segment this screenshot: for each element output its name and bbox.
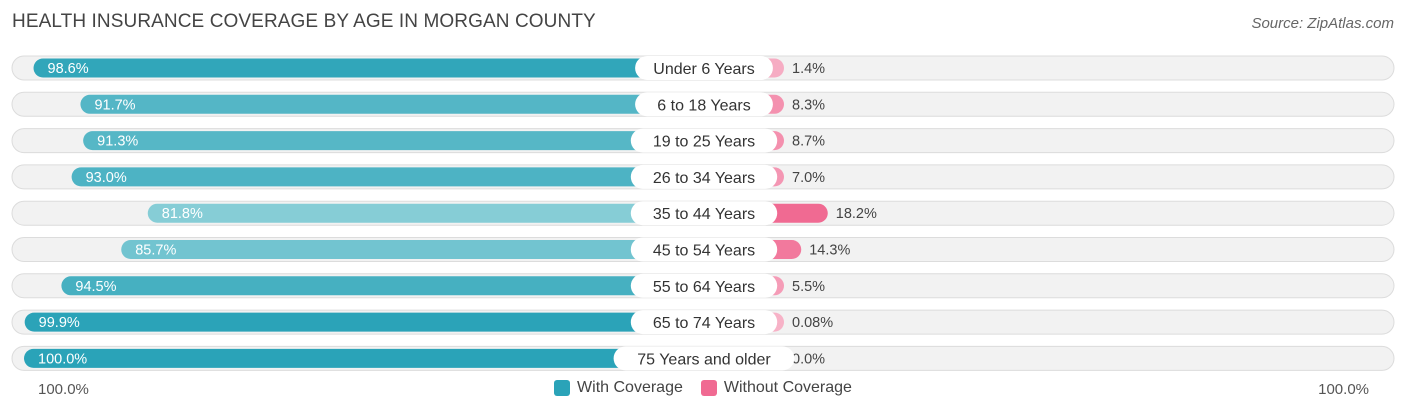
category-pill (635, 56, 773, 80)
legend-label-with-coverage: With Coverage (577, 379, 683, 396)
row-45-to-54-years: 85.7% 14.3% 45 to 54 Years (11, 237, 1395, 262)
label-with-coverage: 93.0% (86, 170, 127, 186)
legend-item-without-coverage[interactable]: Without Coverage (700, 379, 852, 397)
category-label: 65 to 74 Years (653, 315, 755, 332)
label-without-coverage: 1.4% (792, 61, 825, 77)
label-with-coverage: 91.3% (97, 134, 138, 150)
row-75-years-and-older: 100.0% 0.0% 75 Years and older (11, 345, 1395, 371)
row-65-to-74-years: 99.9% 0.08% 65 to 74 Years (11, 309, 1395, 335)
label-without-coverage: 7.0% (792, 170, 825, 186)
bar-with-coverage[interactable] (33, 58, 704, 78)
legend-swatch-without-coverage (700, 380, 717, 396)
label-without-coverage: 0.0% (792, 351, 825, 367)
label-without-coverage: 5.5% (792, 279, 825, 295)
category-label: 55 to 64 Years (653, 279, 755, 296)
chart-title: HEALTH INSURANCE COVERAGE BY AGE IN MORG… (12, 11, 596, 32)
bar-with-coverage[interactable] (71, 167, 705, 187)
category-pill (635, 92, 773, 117)
bar-with-coverage[interactable] (121, 240, 705, 259)
bar-with-coverage[interactable] (80, 94, 704, 114)
axis-left-label: 100.0% (38, 381, 89, 398)
axis-right-label: 100.0% (1318, 381, 1369, 398)
category-label: 75 Years and older (637, 351, 771, 368)
label-with-coverage: 98.6% (48, 61, 89, 77)
category-pill (613, 346, 795, 371)
bar-with-coverage[interactable] (24, 348, 704, 368)
label-without-coverage: 18.2% (836, 206, 877, 222)
bar-with-coverage[interactable] (83, 131, 704, 151)
category-pill (630, 237, 778, 262)
label-with-coverage: 91.7% (94, 97, 135, 113)
category-label: 19 to 25 Years (653, 134, 755, 151)
bar-with-coverage[interactable] (147, 203, 704, 223)
category-pill (630, 273, 778, 298)
category-pill (630, 310, 778, 335)
category-pill (630, 128, 778, 153)
label-without-coverage: 8.3% (792, 97, 825, 113)
label-with-coverage: 94.5% (75, 279, 116, 295)
category-label: 35 to 44 Years (653, 206, 755, 223)
label-with-coverage: 100.0% (38, 351, 87, 367)
label-with-coverage: 99.9% (39, 315, 80, 331)
category-label: 45 to 54 Years (653, 243, 755, 260)
legend-label-without-coverage: Without Coverage (723, 379, 852, 396)
category-label: 6 to 18 Years (657, 97, 750, 114)
category-label: Under 6 Years (653, 61, 754, 78)
legend: With Coverage Without Coverage (0, 379, 1406, 397)
legend-swatch-with-coverage (554, 380, 571, 396)
row-26-to-34-years: 93.0% 7.0% 26 to 34 Years (11, 164, 1395, 190)
source-note: Source: ZipAtlas.com (1251, 15, 1394, 32)
row-under-6-years: 98.6% 1.4% Under 6 Years (11, 55, 1395, 81)
row-35-to-44-years: 81.8% 18.2% 35 to 44 Years (11, 200, 1395, 226)
label-with-coverage: 85.7% (135, 243, 176, 259)
row-6-to-18-years: 91.7% 8.3% 6 to 18 Years (11, 91, 1395, 117)
category-pill (630, 164, 778, 189)
category-pill (630, 201, 778, 226)
category-label: 26 to 34 Years (653, 170, 755, 187)
label-without-coverage: 8.7% (792, 134, 825, 150)
label-with-coverage: 81.8% (162, 206, 203, 222)
row-19-to-25-years: 91.3% 8.7% 19 to 25 Years (11, 128, 1395, 154)
bar-with-coverage[interactable] (61, 276, 704, 296)
row-55-to-64-years: 94.5% 5.5% 55 to 64 Years (11, 273, 1395, 299)
legend-item-with-coverage[interactable]: With Coverage (554, 379, 683, 397)
bar-with-coverage[interactable] (24, 312, 705, 332)
label-without-coverage: 14.3% (809, 243, 850, 259)
label-without-coverage: 0.08% (792, 315, 833, 331)
